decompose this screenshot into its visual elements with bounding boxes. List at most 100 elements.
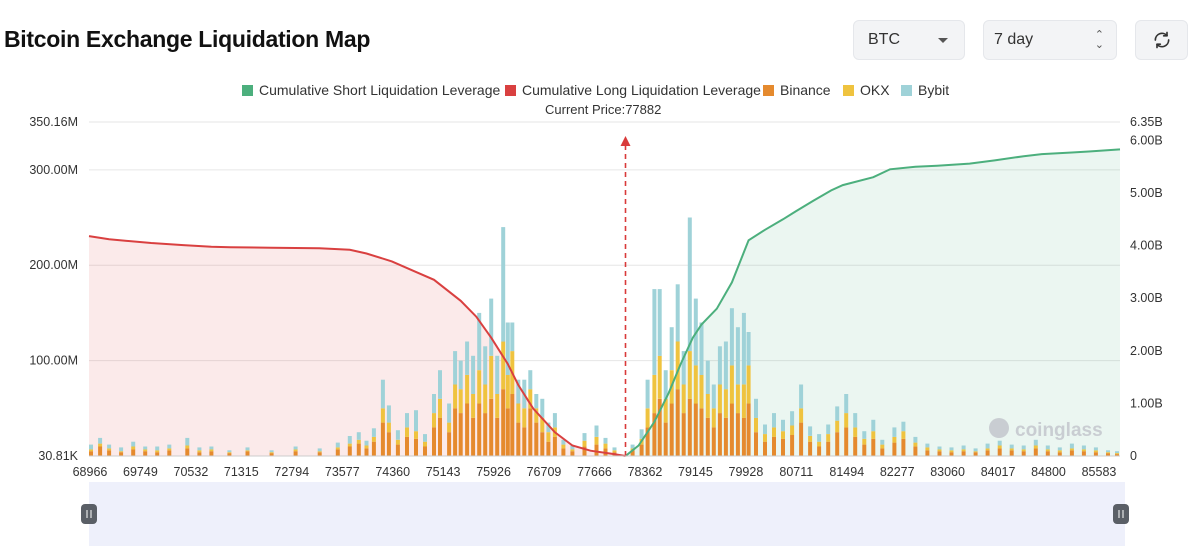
bar-bybit bbox=[711, 384, 716, 409]
bar-bybit bbox=[741, 312, 746, 385]
bar-binance bbox=[356, 443, 361, 456]
bar-okx bbox=[1033, 445, 1038, 449]
legend-swatch bbox=[505, 84, 516, 96]
bar-binance bbox=[892, 442, 897, 456]
bar-okx bbox=[1115, 453, 1119, 455]
bar-binance bbox=[790, 435, 795, 456]
bar-binance bbox=[405, 436, 409, 456]
bar-binance bbox=[501, 389, 506, 456]
bar-binance bbox=[131, 449, 136, 456]
bar-bybit bbox=[347, 436, 352, 444]
bar-binance bbox=[395, 444, 400, 456]
bar-bybit bbox=[505, 322, 510, 375]
bar-okx bbox=[356, 439, 361, 444]
symbol-select[interactable]: BTC bbox=[853, 20, 965, 60]
bar-binance bbox=[432, 427, 436, 456]
bar-binance bbox=[227, 453, 232, 456]
bar-okx bbox=[705, 394, 710, 418]
x-tick-label: 80711 bbox=[779, 465, 813, 479]
bar-binance bbox=[522, 427, 527, 456]
bar-bybit bbox=[772, 413, 776, 428]
bar-bybit bbox=[723, 341, 728, 390]
bar-binance bbox=[540, 432, 545, 456]
legend-item-short[interactable]: Cumulative Short Liquidation Leverage bbox=[242, 82, 500, 98]
bar-bybit bbox=[386, 405, 391, 423]
bar-binance bbox=[862, 444, 867, 456]
bar-bybit bbox=[395, 430, 400, 440]
bar-okx bbox=[826, 434, 831, 442]
bar-binance bbox=[510, 394, 515, 456]
bar-bybit bbox=[438, 370, 442, 399]
bar-binance bbox=[746, 403, 751, 456]
bar-okx bbox=[540, 417, 545, 433]
bar-bybit bbox=[501, 227, 506, 342]
bar-okx bbox=[364, 445, 369, 449]
bar-okx bbox=[1093, 450, 1098, 453]
bar-binance bbox=[1033, 448, 1038, 456]
bar-binance bbox=[835, 432, 840, 456]
legend-item-bybit[interactable]: Bybit bbox=[901, 82, 949, 98]
x-tick-label: 76709 bbox=[527, 465, 562, 479]
refresh-button[interactable] bbox=[1135, 20, 1188, 60]
bar-binance bbox=[143, 451, 148, 456]
bar-binance bbox=[423, 446, 427, 456]
bar-binance bbox=[1009, 450, 1014, 456]
bar-okx bbox=[853, 427, 858, 437]
zoom-handle-right[interactable] bbox=[1113, 504, 1129, 524]
bar-bybit bbox=[603, 437, 608, 444]
current-price-label: Current Price:77882 bbox=[545, 102, 662, 117]
bar-bybit bbox=[209, 446, 214, 450]
y-right-tick-label: 4.00B bbox=[1130, 239, 1163, 253]
bar-okx bbox=[985, 448, 990, 451]
time-range-select[interactable]: 7 day ⌃ ⌄ bbox=[983, 20, 1117, 60]
bar-binance bbox=[386, 432, 391, 456]
bar-bybit bbox=[645, 379, 650, 409]
zoom-handle-left[interactable] bbox=[81, 504, 97, 524]
bar-binance bbox=[107, 450, 112, 456]
short-liquidation-line bbox=[624, 148, 1121, 457]
bar-bybit bbox=[937, 446, 942, 450]
bar-binance bbox=[717, 413, 722, 456]
bar-okx bbox=[808, 436, 813, 442]
bar-bybit bbox=[414, 410, 418, 432]
y-left-tick-label: 30.81K bbox=[38, 449, 78, 463]
legend-item-binance[interactable]: Binance bbox=[763, 82, 831, 98]
zoom-range-track bbox=[89, 482, 1125, 546]
bar-binance bbox=[489, 398, 494, 456]
bar-binance bbox=[853, 436, 858, 456]
bar-bybit bbox=[131, 441, 136, 447]
legend-label: Cumulative Short Liquidation Leverage bbox=[259, 82, 501, 98]
bar-okx bbox=[380, 408, 385, 423]
bar-bybit bbox=[552, 413, 557, 428]
bar-okx bbox=[438, 398, 442, 418]
bar-okx bbox=[844, 413, 849, 428]
bar-bybit bbox=[763, 424, 767, 434]
bar-okx bbox=[570, 449, 575, 452]
bar-bybit bbox=[495, 355, 500, 394]
legend-item-long[interactable]: Cumulative Long Liquidation Leverage bbox=[505, 82, 761, 98]
bar-okx bbox=[453, 384, 458, 409]
bar-binance bbox=[693, 403, 698, 456]
watermark-text: coinglass bbox=[1015, 420, 1103, 441]
bar-okx bbox=[949, 450, 954, 453]
bar-binance bbox=[561, 448, 566, 456]
up-down-chevron-icon: ⌃ ⌄ bbox=[1094, 29, 1104, 51]
y-left-tick-label: 200.00M bbox=[29, 258, 78, 272]
bar-okx bbox=[317, 451, 322, 453]
bar-okx bbox=[483, 384, 488, 414]
bar-bybit bbox=[561, 439, 566, 445]
bar-binance bbox=[871, 438, 876, 456]
bar-bybit bbox=[335, 442, 340, 448]
bar-bybit bbox=[405, 413, 409, 428]
bar-binance bbox=[772, 436, 776, 456]
bar-binance bbox=[817, 446, 822, 456]
bar-okx bbox=[505, 374, 510, 409]
coinglass-watermark: coinglass bbox=[989, 418, 1103, 441]
bar-bybit bbox=[1033, 439, 1038, 446]
bar-bybit bbox=[949, 447, 954, 451]
bar-bybit bbox=[961, 445, 966, 450]
bar-binance bbox=[89, 451, 93, 456]
legend-item-okx[interactable]: OKX bbox=[843, 82, 890, 98]
bar-okx bbox=[534, 408, 539, 423]
y-left-tick-label: 350.16M bbox=[29, 115, 78, 129]
